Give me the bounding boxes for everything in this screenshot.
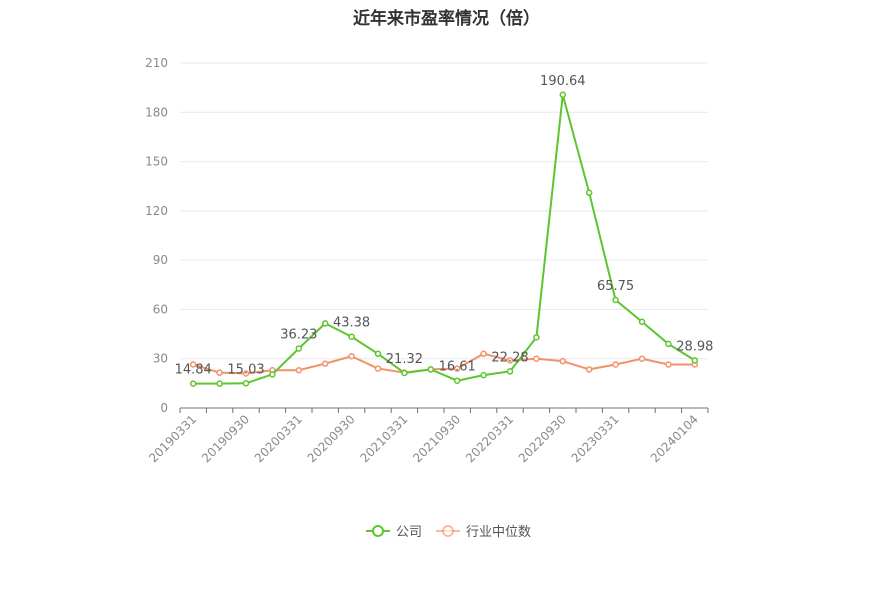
- data-point: [533, 334, 540, 341]
- data-point: [242, 380, 250, 387]
- x-tick-label: 20230331: [569, 412, 622, 465]
- data-label: 65.75: [597, 279, 634, 294]
- data-point: [612, 361, 619, 368]
- data-point: [585, 189, 593, 197]
- data-point: [585, 366, 593, 373]
- data-point: [506, 368, 514, 375]
- x-tick-label: 20190930: [199, 412, 252, 465]
- data-point: [453, 365, 461, 372]
- legend-item[interactable]: 行业中位数: [436, 525, 531, 540]
- y-tick-label: 120: [145, 204, 168, 218]
- chart-title: 近年来市盈率情况（倍）: [353, 9, 540, 29]
- legend-label: 行业中位数: [466, 525, 531, 540]
- data-point: [189, 380, 197, 387]
- grid-layer: [180, 62, 708, 360]
- data-point: [348, 333, 355, 340]
- x-tick-label: 20240104: [648, 412, 701, 465]
- data-point: [321, 360, 329, 367]
- data-point: [269, 371, 276, 378]
- data-point: [216, 369, 223, 376]
- x-tick-label: 20220331: [463, 412, 516, 465]
- data-point: [295, 345, 303, 352]
- data-point: [559, 91, 567, 99]
- data-label: 16.61: [439, 360, 476, 375]
- y-tick-label: 0: [160, 401, 168, 415]
- data-point: [427, 366, 435, 373]
- data-label: 22.28: [491, 350, 528, 365]
- data-label: 14.84: [175, 363, 212, 378]
- x-tick-label: 20190331: [146, 412, 199, 465]
- series-line-公司: [193, 93, 696, 385]
- data-point: [533, 355, 540, 362]
- data-point: [321, 320, 329, 327]
- y-tick-label: 90: [153, 253, 168, 267]
- data-label-layer: 14.84 15.03 36.23 43.38 21.32 16.61 22.28 190.6…: [175, 74, 714, 378]
- data-point: [216, 380, 223, 387]
- data-label: 15.03: [227, 362, 264, 377]
- data-point: [665, 340, 672, 348]
- legend-item[interactable]: 公司: [366, 525, 422, 540]
- data-point: [480, 350, 487, 358]
- data-point: [559, 357, 567, 365]
- legend-label: 公司: [396, 525, 422, 540]
- y-tick-label: 180: [145, 105, 168, 119]
- legend[interactable]: 公司 行业中位数: [366, 525, 531, 540]
- data-point: [665, 361, 672, 368]
- y-tick-label: 60: [153, 302, 168, 316]
- data-point: [348, 353, 355, 360]
- data-point: [374, 350, 382, 358]
- data-label: 190.64: [540, 74, 586, 89]
- x-tick-label: 20210331: [357, 412, 410, 465]
- data-point: [453, 377, 461, 384]
- data-point: [612, 296, 619, 304]
- x-tick-label: 20200331: [252, 412, 305, 465]
- y-tick-label: 30: [153, 352, 168, 366]
- x-tick-label: 20220930: [516, 412, 569, 465]
- data-point: [374, 365, 382, 372]
- data-point: [295, 366, 303, 374]
- data-point: [189, 361, 197, 368]
- data-label: 43.38: [333, 316, 370, 331]
- legend-marker-icon: [442, 525, 454, 537]
- x-tick-label: 20200930: [305, 412, 358, 465]
- data-point: [242, 370, 250, 377]
- data-label: 21.32: [386, 352, 423, 367]
- y-tick-label: 150: [145, 155, 168, 169]
- x-tick-label: 20210930: [410, 412, 463, 465]
- data-point: [638, 355, 646, 362]
- data-point: [401, 369, 408, 377]
- data-point: [506, 357, 514, 364]
- data-point: [638, 318, 646, 325]
- data-point: [691, 357, 699, 364]
- data-label: 36.23: [280, 327, 317, 342]
- data-label: 28.98: [676, 339, 713, 354]
- data-point: [480, 371, 487, 379]
- legend-marker-icon: [372, 525, 384, 537]
- series-layer: [189, 91, 699, 387]
- y-tick-label: 210: [145, 56, 168, 70]
